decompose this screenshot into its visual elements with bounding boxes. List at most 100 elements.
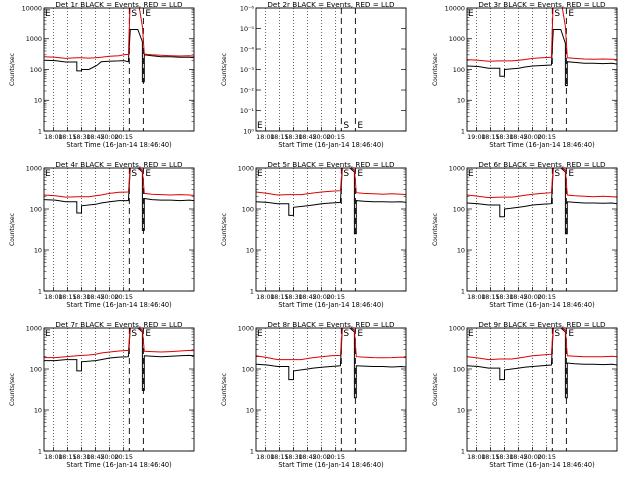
- x-axis-label: Start Time (16-Jan-14 18:46:40): [66, 301, 171, 309]
- y-tick-label: 1: [461, 447, 465, 455]
- y-axis-label: Counts/sec: [432, 373, 439, 406]
- x-tick-label: 18:00: [44, 133, 62, 141]
- marker-label: S: [131, 169, 137, 179]
- panel-title: Det 8r BLACK = Events, RED = LLD: [267, 320, 395, 329]
- x-tick-label: 20:00: [100, 453, 118, 461]
- x-tick-label: 20:00: [312, 133, 330, 141]
- y-tick-label: 100: [242, 205, 254, 213]
- x-tick-label: 18:00: [256, 293, 274, 301]
- y-tick-label: 10: [34, 97, 42, 105]
- y-tick-label: 10: [457, 406, 465, 414]
- y-tick-label: 1000: [449, 324, 465, 332]
- x-tick-label: 18:15: [481, 293, 499, 301]
- series-line: [467, 328, 617, 399]
- detector-panel-6: Det 6r BLACK = Events, RED = LLD Counts/s…: [432, 160, 618, 309]
- x-tick-label: 19:00: [467, 133, 485, 141]
- marker-label: E: [45, 329, 51, 339]
- x-tick-label: 18:30: [495, 133, 513, 141]
- marker-label: E: [468, 169, 474, 179]
- x-tick-label: 20:15: [537, 133, 555, 141]
- x-axis-label: Start Time (16-Jan-14 18:46:40): [66, 141, 171, 149]
- detector-panel-8: Det 8r BLACK = Events, RED = LLD Counts/s…: [221, 320, 407, 469]
- marker-label: S: [131, 329, 137, 339]
- marker-label: E: [145, 9, 151, 19]
- plot-frame: [255, 167, 407, 292]
- x-tick-label: 20:15: [537, 293, 555, 301]
- x-axis-label: Start Time (16-Jan-14 18:46:40): [278, 141, 383, 149]
- y-axis-label: Counts/sec: [432, 53, 439, 86]
- y-tick-label: 1: [461, 127, 465, 135]
- x-tick-label: 18:30: [284, 133, 302, 141]
- plot-frame: [466, 327, 618, 452]
- y-tick-label: 100: [242, 365, 254, 373]
- y-tick-label: 1000: [26, 164, 42, 172]
- marker-label: S: [554, 9, 560, 19]
- marker-label: E: [357, 169, 363, 179]
- x-axis-label: Start Time (16-Jan-14 18:46:40): [489, 301, 594, 309]
- x-tick-label: 18:15: [58, 453, 76, 461]
- y-tick-label: 1000: [449, 35, 465, 43]
- y-tick-label: 10: [457, 246, 465, 254]
- x-tick-label: 18:00: [44, 453, 62, 461]
- plot-frame: [255, 327, 407, 452]
- y-tick-label: 10: [246, 246, 254, 254]
- detector-panel-2: Det 2r BLACK = Events, RED = LLD Counts/s…: [221, 0, 407, 149]
- x-axis-label: Start Time (16-Jan-14 18:46:40): [489, 461, 594, 469]
- series-line: [44, 168, 194, 198]
- panel-title: Det 1r BLACK = Events, RED = LLD: [55, 0, 183, 9]
- y-tick-label: 100: [30, 66, 42, 74]
- series-line: [467, 8, 617, 62]
- series-line: [44, 29, 194, 83]
- marker-label: E: [468, 9, 474, 19]
- x-axis-label: Start Time (16-Jan-14 18:46:40): [278, 301, 383, 309]
- x-tick-label: 20:15: [114, 293, 132, 301]
- x-axis-label: Start Time (16-Jan-14 18:46:40): [66, 461, 171, 469]
- marker-label: E: [145, 169, 151, 179]
- x-tick-label: 18:45: [86, 293, 104, 301]
- x-tick-label: 18:15: [58, 293, 76, 301]
- y-tick-label: 100: [453, 365, 465, 373]
- x-tick-label: 18:45: [298, 293, 316, 301]
- marker-label: E: [357, 121, 363, 131]
- detector-panel-5: Det 5r BLACK = Events, RED = LLD Counts/s…: [221, 160, 407, 309]
- y-tick-label: 100: [30, 365, 42, 373]
- marker-label: E: [357, 329, 363, 339]
- x-tick-label: 18:30: [72, 133, 90, 141]
- panel-title: Det 4r BLACK = Events, RED = LLD: [55, 160, 183, 169]
- x-tick-label: 18:45: [86, 133, 104, 141]
- x-tick-label: 18:00: [256, 133, 274, 141]
- x-tick-label: 18:15: [270, 293, 288, 301]
- y-axis-label: Counts/sec: [9, 53, 16, 86]
- marker-label: E: [257, 169, 263, 179]
- panel-title: Det 3r BLACK = Events, RED = LLD: [478, 0, 606, 9]
- y-axis-label: Counts/sec: [9, 373, 16, 406]
- y-tick-label: 1: [38, 127, 42, 135]
- y-tick-label: 1000: [26, 324, 42, 332]
- panel-title: Det 7r BLACK = Events, RED = LLD: [55, 320, 183, 329]
- x-tick-label: 20:15: [326, 293, 344, 301]
- y-tick-label: 1000: [26, 35, 42, 43]
- x-tick-label: 20:15: [326, 453, 344, 461]
- x-tick-label: 18:00: [467, 293, 485, 301]
- y-tick-label: 1000: [238, 164, 254, 172]
- marker-label: E: [45, 169, 51, 179]
- series-line: [467, 29, 617, 87]
- plot-frame: [466, 7, 618, 132]
- series-line: [44, 168, 194, 231]
- series-line: [467, 168, 617, 199]
- plot-frame: [466, 167, 618, 292]
- x-tick-label: 20:00: [312, 453, 330, 461]
- x-tick-label: 20:15: [114, 453, 132, 461]
- y-tick-label: 10000: [22, 4, 42, 12]
- marker-label: S: [131, 9, 137, 19]
- x-tick-label: 18:00: [44, 293, 62, 301]
- x-tick-label: 18:45: [509, 293, 527, 301]
- detector-panel-7: Det 7r BLACK = Events, RED = LLD Counts/s…: [9, 320, 195, 469]
- marker-label: E: [145, 329, 151, 339]
- y-tick-label: 10⁻⁵: [240, 25, 255, 33]
- y-tick-label: 1000: [238, 324, 254, 332]
- x-tick-label: 20:00: [312, 293, 330, 301]
- marker-label: E: [257, 329, 263, 339]
- x-tick-label: 18:15: [270, 453, 288, 461]
